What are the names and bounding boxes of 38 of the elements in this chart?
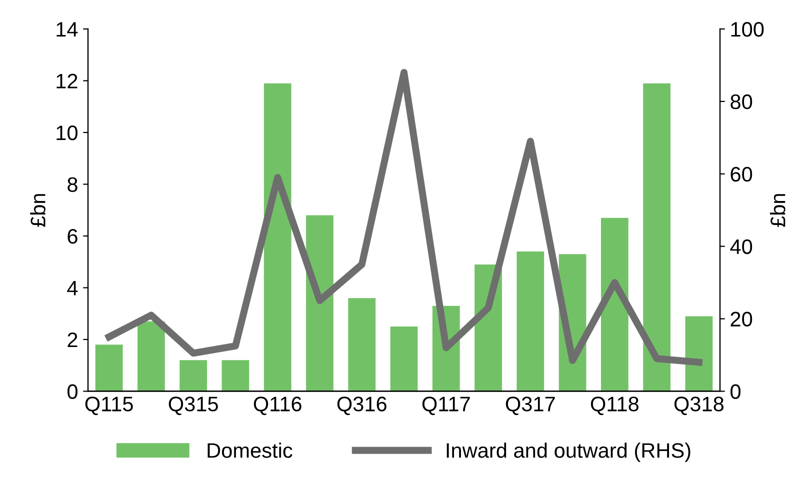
x-tick-label: Q315 (168, 396, 218, 416)
legend-label: Domestic (208, 442, 292, 458)
y2-axis-title: £bn (770, 194, 786, 227)
bar (222, 360, 250, 392)
bar (390, 326, 418, 392)
x-tick-label: Q118 (590, 396, 638, 416)
bar (306, 215, 334, 392)
bar (264, 83, 292, 392)
y2-tick-label: 0 (730, 384, 740, 399)
y-tick-label: 12 (56, 74, 78, 88)
y2-tick-label: 60 (730, 166, 752, 182)
bar (348, 298, 376, 392)
y-tick-label: 4 (67, 280, 78, 296)
bar (516, 252, 544, 392)
y-tick-label: 0 (68, 384, 78, 399)
x-tick-label: Q317 (506, 396, 555, 416)
y-tick-label: 8 (68, 177, 78, 192)
y-tick-label: 14 (56, 22, 78, 37)
bar (685, 316, 713, 392)
bar (643, 83, 670, 392)
y-tick-label: 10 (56, 125, 78, 140)
y2-tick-label: 100 (731, 22, 764, 37)
y-axis-title: £bn (30, 194, 46, 227)
y2-tick-label: 40 (730, 239, 752, 254)
x-tick-label: Q316 (337, 396, 386, 416)
y-tick-label: 6 (68, 228, 78, 244)
x-tick-label: Q116 (254, 396, 302, 416)
bar (600, 218, 628, 392)
x-tick-label: Q318 (674, 396, 724, 416)
bar (180, 360, 208, 392)
x-tick-label: Q117 (422, 396, 470, 416)
x-tick-label: Q115 (85, 396, 133, 416)
legend-label: Inward and outward (RHS) (446, 442, 690, 462)
y-tick-label: 2 (68, 332, 78, 348)
y2-tick-label: 20 (730, 312, 752, 327)
bar (138, 321, 165, 392)
y2-tick-label: 80 (730, 94, 752, 110)
bar (95, 344, 123, 392)
